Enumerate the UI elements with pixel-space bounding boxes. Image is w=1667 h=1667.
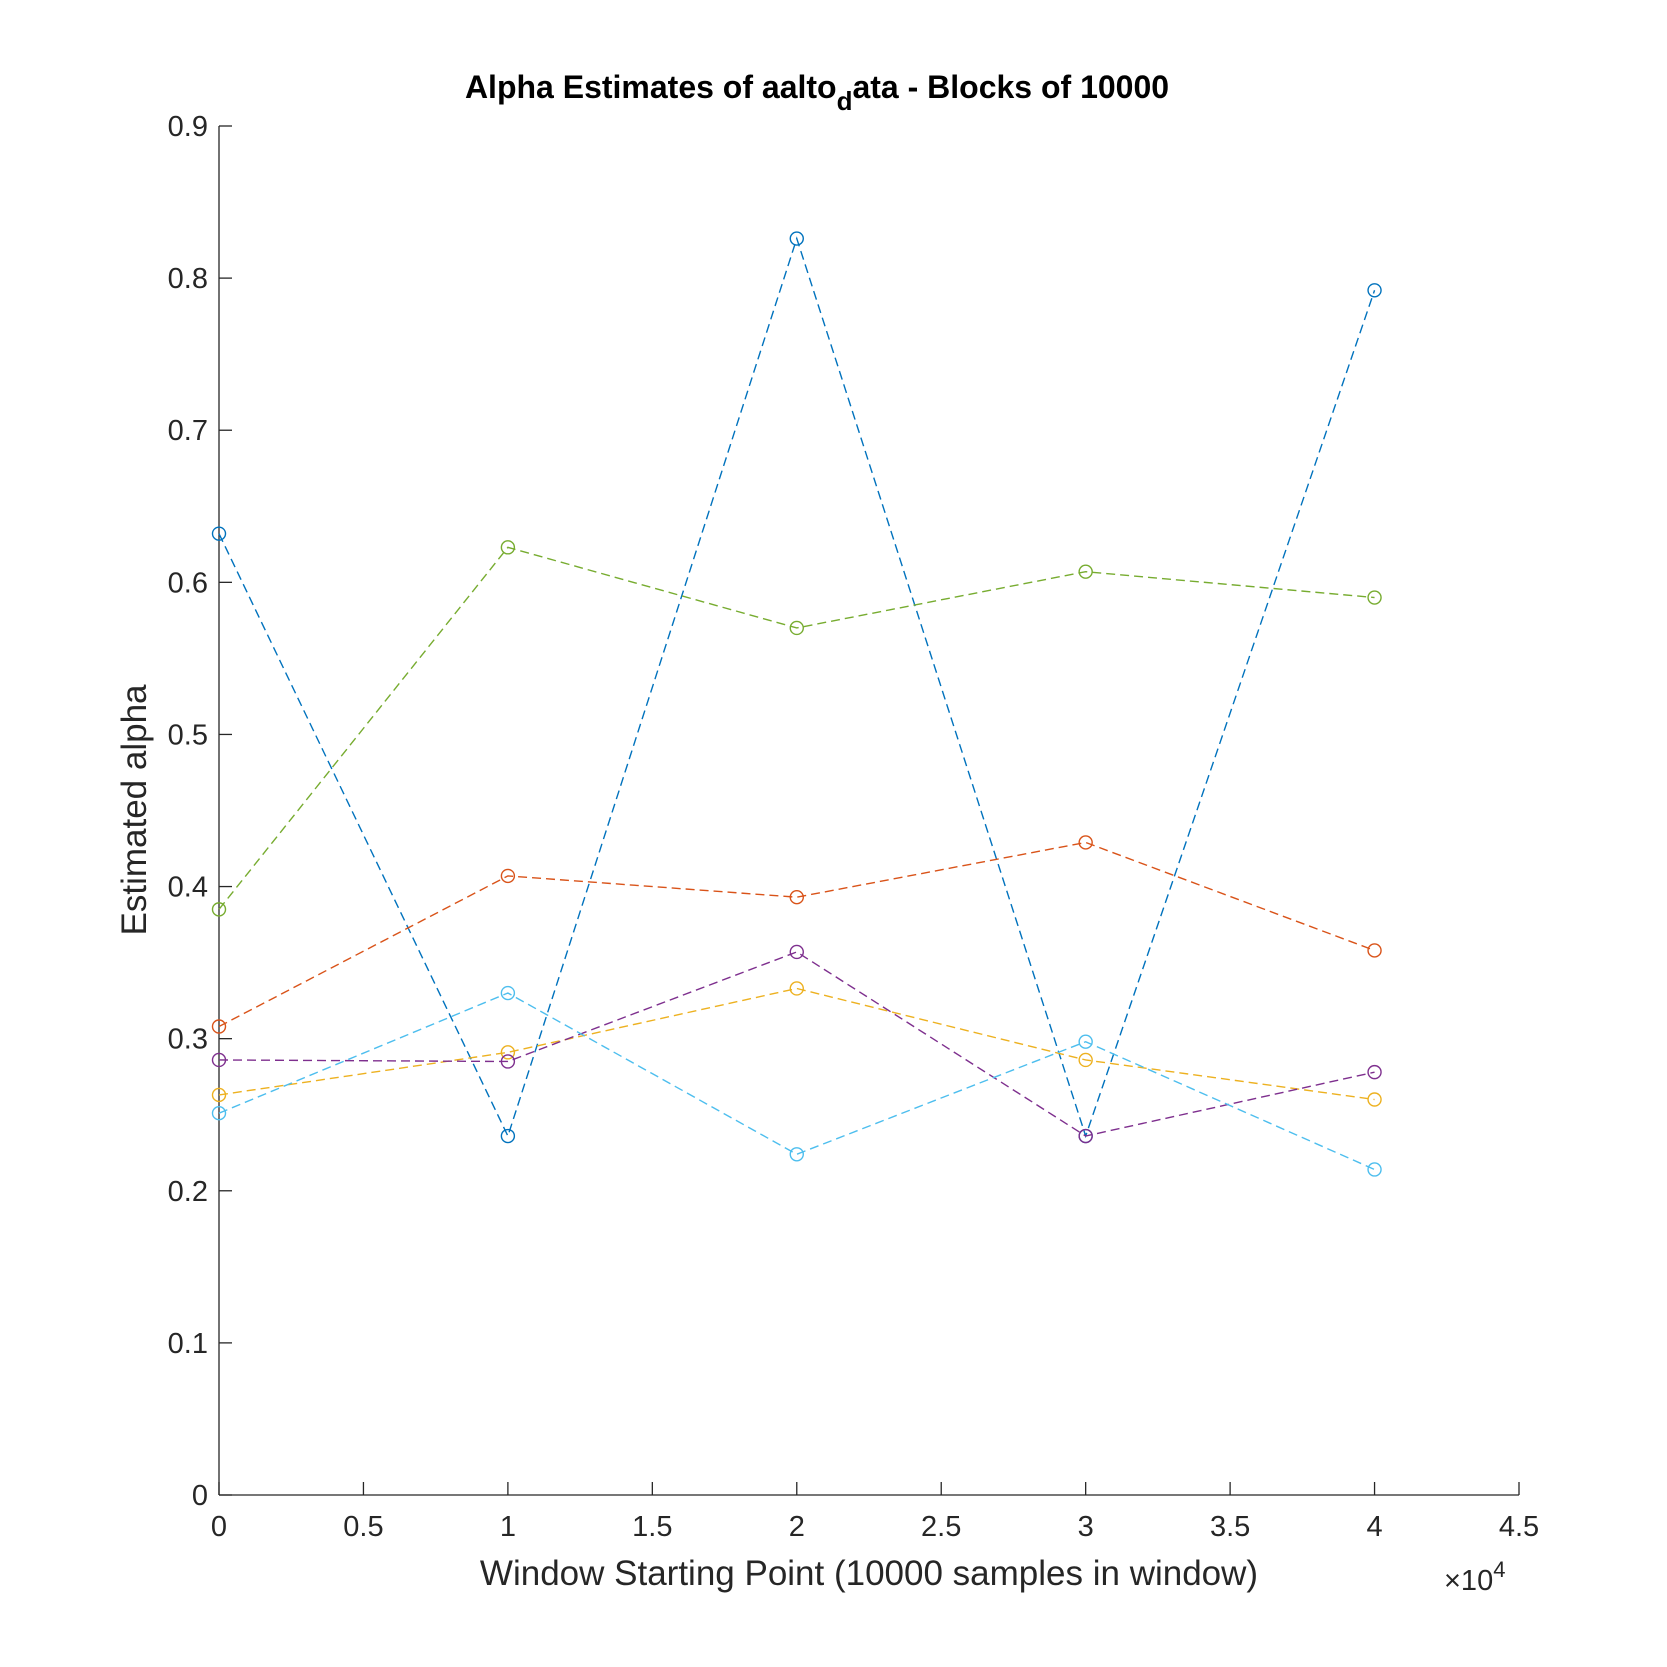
y-ticks: 0 0.1 0.2 0.3 0.4 0.5 0.6 0.7 0.8 0.9 xyxy=(168,111,232,1512)
y-tick-label: 0.6 xyxy=(168,567,208,599)
y-tick-label: 0.5 xyxy=(168,719,208,751)
data-point xyxy=(789,890,804,905)
data-point xyxy=(211,1106,227,1121)
x-tick-label: 3 xyxy=(1078,1511,1094,1543)
data-point xyxy=(789,944,804,960)
y-tick-label: 0.2 xyxy=(168,1176,208,1208)
data-point xyxy=(500,985,516,1001)
data-point xyxy=(1078,835,1093,850)
x-tick-label: 0 xyxy=(211,1511,227,1543)
x-tick-label: 2 xyxy=(789,1511,805,1543)
data-point xyxy=(500,1128,516,1144)
y-tick-label: 0.3 xyxy=(168,1024,208,1056)
y-tick-label: 0 xyxy=(192,1480,208,1512)
x-tick-label: 2.5 xyxy=(921,1511,961,1543)
series-6 xyxy=(211,985,1382,1177)
y-tick-label: 0.8 xyxy=(168,263,208,295)
data-point xyxy=(1078,564,1093,579)
y-tick-label: 0.1 xyxy=(168,1328,208,1360)
series-5 xyxy=(211,540,1382,917)
series-line xyxy=(218,951,1375,1137)
chart-title: Alpha Estimates of aaltodata - Blocks of… xyxy=(465,69,1169,116)
data-point xyxy=(789,620,804,636)
series-line xyxy=(218,546,1375,910)
y-tick-label: 0.9 xyxy=(168,111,208,143)
x-tick-label: 1 xyxy=(500,1511,516,1543)
x-ticks: 0 0.5 1 1.5 2 2.5 3 3.5 4 4.5 xyxy=(211,1482,1539,1543)
y-tick-label: 0.4 xyxy=(168,872,208,904)
data-point xyxy=(211,526,227,541)
data-point xyxy=(1078,1034,1093,1049)
data-point xyxy=(1078,1052,1093,1068)
data-point xyxy=(500,540,516,555)
data-point xyxy=(789,981,804,996)
data-point xyxy=(789,1147,804,1162)
data-point xyxy=(211,902,227,917)
x-tick-label: 1.5 xyxy=(632,1511,672,1543)
x-tick-label: 0.5 xyxy=(343,1511,383,1543)
series-layer xyxy=(211,231,1382,1177)
data-point xyxy=(211,1019,227,1034)
series-line xyxy=(218,992,1375,1171)
data-point xyxy=(1367,943,1382,958)
data-point xyxy=(1367,1162,1382,1177)
x-axis-exponent: ×104 xyxy=(1444,1557,1505,1597)
data-point xyxy=(1367,283,1382,298)
series-2 xyxy=(211,835,1382,1034)
data-point xyxy=(500,868,516,884)
data-point xyxy=(1367,590,1382,605)
y-axis-title: Estimated alpha xyxy=(115,684,154,936)
y-tick-label: 0.7 xyxy=(168,415,208,447)
data-point xyxy=(500,1054,516,1069)
series-3 xyxy=(211,981,1382,1107)
x-tick-label: 4 xyxy=(1366,1511,1382,1543)
series-1 xyxy=(211,231,1382,1144)
axes xyxy=(218,126,1519,1496)
data-point xyxy=(789,231,804,246)
data-point xyxy=(1367,1092,1382,1107)
series-line xyxy=(218,987,1375,1101)
data-point xyxy=(1367,1064,1382,1080)
series-line xyxy=(218,841,1375,1028)
data-point xyxy=(500,1045,516,1060)
data-point xyxy=(211,1087,227,1103)
data-point xyxy=(211,1052,227,1068)
x-tick-label: 3.5 xyxy=(1210,1511,1250,1543)
x-axis-title: Window Starting Point (10000 samples in … xyxy=(480,1554,1258,1593)
x-tick-label: 4.5 xyxy=(1499,1511,1539,1543)
series-line xyxy=(218,236,1376,1139)
data-point xyxy=(1078,1128,1093,1144)
series-4 xyxy=(211,944,1382,1144)
